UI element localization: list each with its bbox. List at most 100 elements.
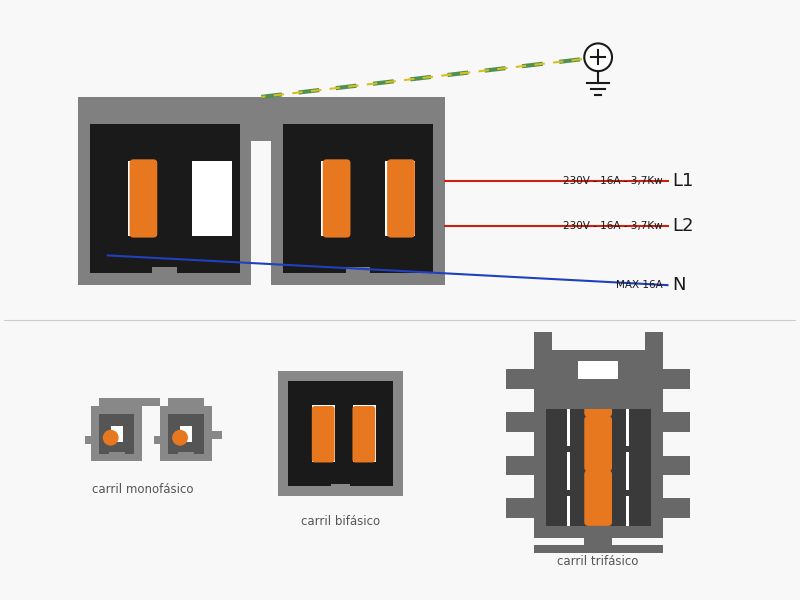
Bar <box>353 405 376 462</box>
Text: carril monofásico: carril monofásico <box>92 483 193 496</box>
Text: L1: L1 <box>673 172 694 190</box>
FancyBboxPatch shape <box>353 406 375 463</box>
Bar <box>662 455 690 475</box>
Text: carril bifásico: carril bifásico <box>301 515 380 528</box>
Bar <box>109 452 125 461</box>
Bar <box>629 361 650 526</box>
Bar <box>99 414 134 426</box>
Bar <box>90 124 239 161</box>
Polygon shape <box>546 361 650 409</box>
Bar <box>78 97 251 112</box>
Bar <box>90 186 239 206</box>
Bar <box>546 361 650 409</box>
Bar <box>212 431 222 439</box>
Bar <box>78 112 251 285</box>
Bar <box>534 545 662 553</box>
Bar <box>271 112 445 285</box>
Bar <box>91 406 142 461</box>
Bar <box>368 381 393 486</box>
Circle shape <box>172 430 188 446</box>
Bar <box>312 405 335 462</box>
Bar <box>506 370 534 389</box>
Bar <box>154 436 162 443</box>
Bar <box>251 112 271 142</box>
Bar <box>350 124 385 273</box>
Bar <box>251 97 271 117</box>
Bar <box>168 398 204 406</box>
Bar <box>546 361 650 526</box>
Bar <box>168 442 204 454</box>
Bar <box>288 381 393 406</box>
Bar <box>168 414 180 454</box>
Bar <box>168 414 204 426</box>
Bar <box>395 124 433 273</box>
Bar <box>118 398 160 406</box>
Bar <box>288 381 393 486</box>
Bar <box>283 236 433 273</box>
Text: carril trifásico: carril trifásico <box>558 554 639 568</box>
Bar <box>251 112 271 142</box>
Circle shape <box>102 430 118 446</box>
Bar <box>546 490 650 496</box>
Text: N: N <box>673 276 686 294</box>
Bar <box>99 398 134 406</box>
Bar <box>662 498 690 518</box>
Bar <box>158 124 192 273</box>
Bar <box>506 412 534 432</box>
Bar <box>127 161 158 236</box>
Bar <box>283 124 433 273</box>
Bar <box>506 498 534 518</box>
Bar <box>385 161 415 236</box>
Text: MAX 16A: MAX 16A <box>616 280 662 290</box>
Bar <box>99 442 134 454</box>
Bar <box>321 161 350 236</box>
Bar <box>192 161 231 236</box>
Bar <box>330 484 350 496</box>
Bar <box>328 381 353 486</box>
Bar <box>546 361 650 526</box>
Bar <box>152 268 177 285</box>
Bar <box>168 414 204 454</box>
Bar <box>584 538 612 553</box>
FancyBboxPatch shape <box>130 160 158 238</box>
Bar <box>160 406 212 461</box>
Bar <box>90 236 239 273</box>
FancyBboxPatch shape <box>322 160 350 238</box>
Bar <box>645 332 662 350</box>
FancyBboxPatch shape <box>387 160 415 238</box>
Bar <box>192 414 204 454</box>
Bar <box>288 461 393 486</box>
Circle shape <box>584 43 612 71</box>
FancyBboxPatch shape <box>584 361 612 417</box>
Bar <box>85 436 93 443</box>
Text: 230V - 16A - 3,7Kw: 230V - 16A - 3,7Kw <box>563 221 662 230</box>
Bar <box>662 370 690 389</box>
Bar <box>283 186 433 206</box>
Bar <box>178 452 194 461</box>
FancyBboxPatch shape <box>584 470 612 526</box>
Bar <box>546 401 650 407</box>
Bar <box>283 124 433 161</box>
Bar <box>271 97 445 112</box>
Text: 230V - 16A - 3,7Kw: 230V - 16A - 3,7Kw <box>563 176 662 186</box>
Bar <box>546 446 650 452</box>
Bar <box>90 124 127 273</box>
Bar <box>534 332 551 350</box>
Bar <box>90 124 239 273</box>
Bar <box>546 361 567 526</box>
Bar <box>288 381 313 486</box>
Bar <box>506 455 534 475</box>
Bar <box>288 433 393 446</box>
Text: L2: L2 <box>673 217 694 235</box>
Bar <box>99 414 134 454</box>
Bar <box>346 268 370 285</box>
Bar <box>202 124 239 273</box>
Bar <box>534 350 662 538</box>
Bar <box>662 412 690 432</box>
Bar <box>283 124 321 273</box>
FancyBboxPatch shape <box>312 406 334 463</box>
Bar <box>570 361 626 526</box>
Bar <box>278 371 403 496</box>
Bar <box>99 414 110 454</box>
FancyBboxPatch shape <box>584 416 612 472</box>
